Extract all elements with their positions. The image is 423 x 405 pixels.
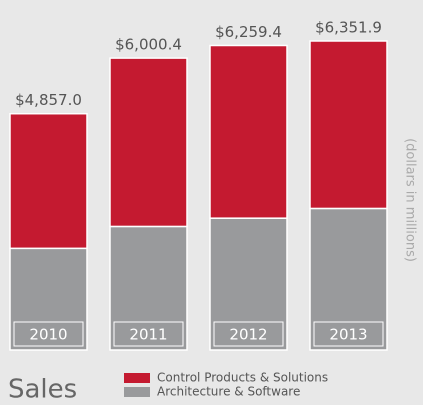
bar-segment (109, 57, 188, 228)
bar-segment (9, 247, 88, 351)
bar-segment (309, 40, 388, 210)
legend-swatch (124, 387, 150, 397)
bar-segment (209, 44, 288, 219)
category-box (113, 321, 184, 347)
total-label: $4,857.0 (15, 91, 82, 109)
chart-title: Sales (8, 375, 77, 405)
total-label: $6,351.9 (315, 19, 382, 37)
legend-label: Control Products & Solutions (157, 371, 328, 385)
x-tick-label: 2010 (29, 326, 67, 344)
total-label: $6,259.4 (215, 23, 282, 41)
bar-segment (309, 207, 388, 351)
category-box (13, 321, 84, 347)
bar-segment (109, 225, 188, 351)
bar-segment (9, 112, 88, 250)
category-box (213, 321, 284, 347)
x-tick-label: 2011 (129, 326, 167, 344)
total-label: $6,000.4 (115, 36, 182, 54)
legend-label: Architecture & Software (157, 385, 300, 399)
legend-swatch (124, 373, 150, 383)
category-box (313, 321, 384, 347)
bar-segment (209, 217, 288, 351)
x-tick-label: 2012 (229, 326, 267, 344)
y-axis-label: (dollars in millions) (403, 138, 418, 262)
x-tick-label: 2013 (329, 326, 367, 344)
